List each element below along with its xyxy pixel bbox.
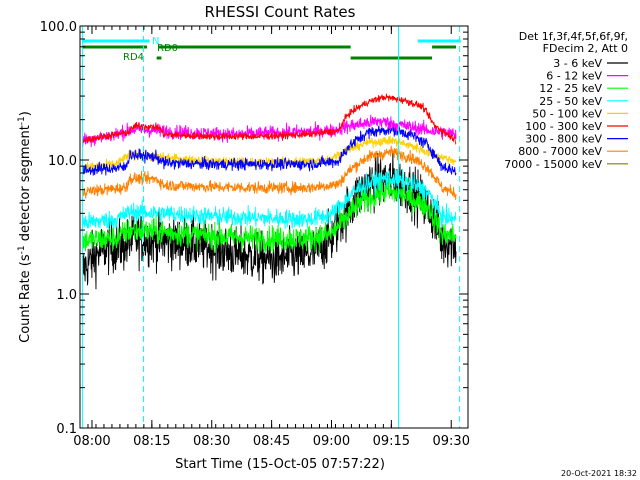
x-axis-label: Start Time (15-Oct-05 07:57:22) bbox=[175, 457, 385, 472]
y-tick-label-3: 100.0 bbox=[40, 20, 77, 35]
x-tick-label-2: 08:30 bbox=[193, 434, 230, 449]
chart-title: RHESSI Count Rates bbox=[205, 3, 356, 21]
y-axis-label-sup2: -1 bbox=[17, 116, 27, 125]
series-line-5 bbox=[82, 93, 457, 145]
y-axis-label-sup1: -1 bbox=[17, 245, 27, 254]
legend-entry-label-5: 100 - 300 keV bbox=[525, 120, 602, 133]
legend-header-line2: FDecim 2, Att 0 bbox=[543, 42, 628, 55]
marker-rd4-label: RD4 bbox=[123, 52, 144, 63]
y-tick-label-0: 0.1 bbox=[56, 422, 77, 437]
y-tick-label-1: 1.0 bbox=[56, 288, 77, 303]
y-axis-label-part1: Count Rate (s bbox=[18, 254, 33, 343]
legend-entry-label-0: 3 - 6 keV bbox=[553, 57, 602, 70]
y-axis-label-part2: detector segment bbox=[18, 125, 33, 245]
series-line-3 bbox=[81, 169, 457, 230]
marker-n-label: N bbox=[152, 36, 159, 47]
x-tick-label-0: 08:00 bbox=[73, 434, 110, 449]
legend-entry-label-1: 6 - 12 keV bbox=[546, 70, 602, 83]
legend-entry-label-7: 800 - 7000 keV bbox=[518, 145, 602, 158]
legend-entry-label-3: 25 - 50 keV bbox=[539, 95, 602, 108]
marker-rd0-label: RD0 bbox=[157, 43, 178, 54]
legend-entry-label-4: 50 - 100 keV bbox=[532, 107, 602, 120]
legend-entry-label-8: 7000 - 15000 keV bbox=[504, 158, 602, 171]
x-tick-label-3: 08:45 bbox=[253, 434, 290, 449]
y-tick-label-2: 10.0 bbox=[48, 154, 77, 169]
y-axis-label-part3: ) bbox=[18, 111, 33, 116]
x-tick-label-6: 09:30 bbox=[433, 434, 470, 449]
legend-entry-label-2: 12 - 25 keV bbox=[539, 82, 602, 95]
footer-date: 20-Oct-2021 18:32 bbox=[561, 469, 637, 478]
x-tick-label-4: 09:00 bbox=[313, 434, 350, 449]
y-ticks-group: 0.1 1.0 10.0 100.0 bbox=[40, 20, 468, 437]
legend-entry-label-6: 300 - 800 keV bbox=[525, 133, 602, 146]
y-axis-label: Count Rate (s-1 detector segment-1) bbox=[17, 111, 33, 343]
series-line-1 bbox=[81, 114, 457, 148]
x-tick-label-1: 08:15 bbox=[133, 434, 170, 449]
x-ticks-group: 08:00 08:15 08:30 08:45 09:00 09:15 09:30 bbox=[73, 26, 470, 449]
plot-frame bbox=[79, 25, 469, 429]
series-group bbox=[81, 93, 457, 290]
legend: Det 1f,3f,4f,5f,6f,9f, FDecim 2, Att 0 3… bbox=[504, 30, 628, 171]
series-line-7 bbox=[81, 145, 457, 200]
vertical-lines-group bbox=[81, 26, 461, 428]
x-tick-label-5: 09:15 bbox=[373, 434, 410, 449]
legend-header-line1: Det 1f,3f,4f,5f,6f,9f, bbox=[519, 30, 628, 43]
